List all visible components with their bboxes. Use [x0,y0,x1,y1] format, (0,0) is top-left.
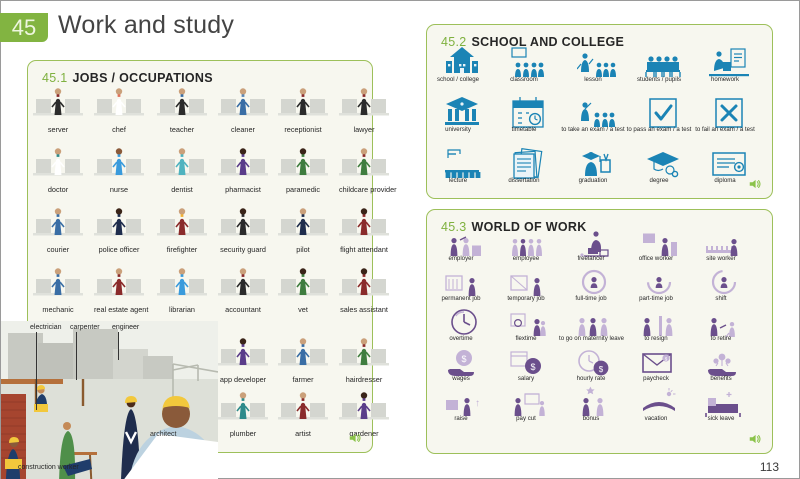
svg-text:↑: ↑ [475,398,480,409]
svg-text:$: $ [530,362,535,372]
svg-text:$: $ [461,354,466,364]
svg-text:$: $ [599,365,604,374]
